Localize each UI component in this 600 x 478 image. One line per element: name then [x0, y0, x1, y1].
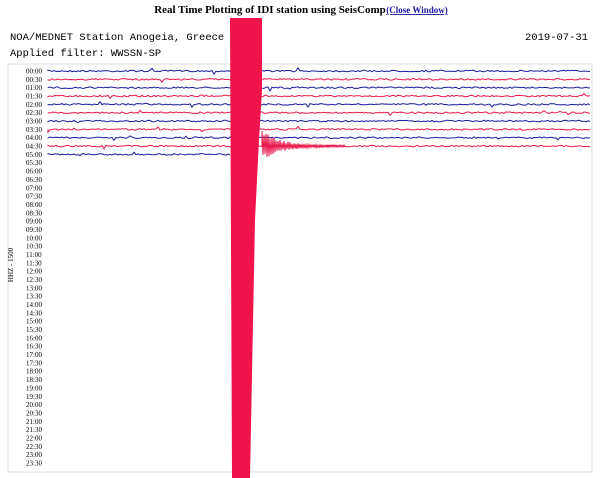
trace	[47, 151, 231, 156]
row-label: 05:30	[26, 159, 42, 167]
title: Real Time Plotting of IDI station using …	[154, 4, 386, 16]
row-label: 17:30	[26, 359, 42, 367]
trace	[47, 77, 591, 83]
trace	[47, 119, 591, 125]
row-label: 10:00	[26, 234, 42, 242]
close-link[interactable]: (Close Window)	[386, 5, 447, 15]
quake-coda	[261, 130, 346, 157]
row-label: 08:30	[26, 209, 42, 217]
channel-label: HHZ - 1500	[7, 247, 15, 282]
trace	[47, 86, 591, 92]
row-label: 17:00	[26, 351, 42, 359]
row-label: 15:00	[26, 318, 42, 326]
filter: Applied filter: WWSSN-SP	[10, 48, 161, 60]
row-label: 07:30	[26, 193, 42, 201]
row-label: 16:00	[26, 334, 42, 342]
row-label: 06:30	[26, 176, 42, 184]
trace	[47, 135, 591, 142]
row-label: 16:30	[26, 343, 42, 351]
row-label: 07:00	[26, 184, 42, 192]
row-label: 06:00	[26, 168, 42, 176]
row-label: 22:00	[26, 434, 42, 442]
row-label: 12:00	[26, 268, 42, 276]
row-label: 15:30	[26, 326, 42, 334]
row-label: 02:30	[26, 109, 42, 117]
row-label: 21:00	[26, 418, 42, 426]
trace	[47, 109, 591, 117]
row-label: 20:00	[26, 401, 42, 409]
row-label: 09:30	[26, 226, 42, 234]
date: 2019-07-31	[525, 32, 588, 44]
row-label: 00:00	[26, 68, 42, 76]
row-label: 05:00	[26, 151, 42, 159]
row-label: 23:00	[26, 451, 42, 459]
row-label: 08:00	[26, 201, 42, 209]
quake-signal	[230, 18, 262, 478]
row-label: 13:30	[26, 293, 42, 301]
row-label: 22:30	[26, 443, 42, 451]
trace	[47, 100, 591, 109]
row-label: 11:00	[26, 251, 42, 259]
row-label: 11:30	[26, 259, 42, 267]
row-label: 10:30	[26, 243, 42, 251]
row-label: 18:30	[26, 376, 42, 384]
row-label: 18:00	[26, 368, 42, 376]
row-label: 00:30	[26, 76, 42, 84]
plot-frame	[7, 63, 593, 473]
row-label: 01:00	[26, 84, 42, 92]
row-label: 04:00	[26, 134, 42, 142]
row-label: 03:30	[26, 126, 42, 134]
trace	[47, 92, 591, 100]
row-label: 09:00	[26, 218, 42, 226]
row-label: 14:30	[26, 309, 42, 317]
row-label: 01:30	[26, 93, 42, 101]
trace	[47, 66, 591, 76]
row-label: 03:00	[26, 118, 42, 126]
row-label: 14:00	[26, 301, 42, 309]
row-label: 19:30	[26, 393, 42, 401]
row-label: 02:00	[26, 101, 42, 109]
row-label: 23:30	[26, 459, 42, 467]
row-label: 19:00	[26, 384, 42, 392]
station: NOA/MEDNET Station Anogeia, Greece	[10, 32, 224, 44]
row-label: 20:30	[26, 409, 42, 417]
row-label: 21:30	[26, 426, 42, 434]
row-label: 13:00	[26, 284, 42, 292]
trace	[47, 125, 591, 134]
row-label: 04:30	[26, 143, 42, 151]
traces	[47, 18, 591, 478]
row-label: 12:30	[26, 276, 42, 284]
